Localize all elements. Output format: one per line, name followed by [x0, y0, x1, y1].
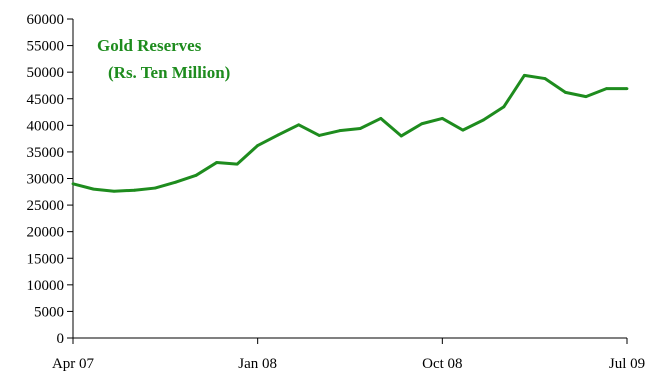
- data-point: [481, 118, 485, 122]
- data-point: [523, 73, 526, 77]
- x-tick-label: Apr 07: [52, 356, 95, 372]
- data-point: [112, 189, 116, 193]
- data-point: [420, 122, 424, 126]
- x-tick-label: Oct 08: [422, 356, 462, 372]
- y-tick-label: 30000: [27, 172, 65, 188]
- y-tick-label: 10000: [27, 278, 65, 294]
- data-point: [92, 187, 95, 191]
- data-point: [358, 127, 362, 130]
- data-point: [543, 77, 547, 80]
- series-layer: [71, 73, 629, 193]
- data-point: [71, 182, 75, 186]
- data-point: [502, 105, 506, 109]
- data-point: [605, 87, 608, 91]
- legend-line-2: (Rs. Ten Million): [108, 63, 230, 82]
- y-tick-label: 40000: [27, 118, 65, 134]
- y-tick-label: 5000: [34, 304, 64, 320]
- data-point: [399, 134, 403, 138]
- series-line-gold-reserves: [72, 73, 627, 193]
- data-point: [625, 87, 629, 91]
- y-tick-label: 0: [57, 331, 65, 347]
- data-point: [440, 117, 444, 120]
- y-tick-label: 45000: [27, 92, 65, 108]
- data-point: [174, 180, 177, 184]
- data-point: [194, 173, 198, 177]
- data-point: [461, 128, 465, 132]
- data-point: [338, 129, 342, 133]
- y-tick-label: 60000: [27, 12, 65, 28]
- y-tick-label: 25000: [27, 198, 65, 214]
- x-tick-label: Jul 09: [609, 356, 645, 372]
- data-point: [215, 161, 219, 164]
- data-point: [564, 90, 567, 94]
- x-axis: Apr 07 Jan 08 Oct 08 Jul 09: [52, 337, 645, 372]
- data-point: [256, 144, 260, 147]
- data-point: [153, 186, 157, 190]
- data-point: [317, 134, 321, 137]
- x-tick-label: Jan 08: [238, 356, 277, 372]
- chart-legend: Gold Reserves (Rs. Ten Million): [97, 36, 230, 82]
- data-point: [133, 188, 136, 192]
- legend-line-1: Gold Reserves: [97, 36, 202, 55]
- data-point: [235, 162, 239, 166]
- data-point: [297, 123, 301, 127]
- y-tick-label: 35000: [27, 145, 65, 161]
- data-point: [584, 95, 588, 99]
- y-tick-label: 15000: [27, 251, 65, 267]
- y-tick-label: 55000: [27, 39, 65, 55]
- data-point: [379, 117, 383, 120]
- data-point: [276, 133, 280, 137]
- y-axis: 0 5000 10000 15000 20000 25000 30000 35000 40000…: [27, 12, 74, 347]
- y-tick-label: 50000: [27, 65, 65, 81]
- y-tick-label: 20000: [27, 225, 65, 241]
